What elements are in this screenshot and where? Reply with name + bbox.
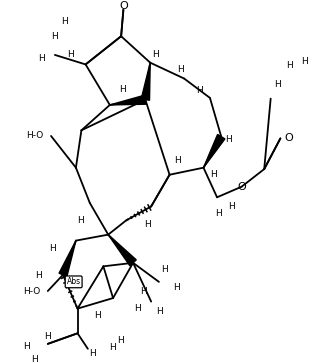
Text: H: H xyxy=(274,80,280,89)
Text: H: H xyxy=(225,135,232,144)
Text: Abs: Abs xyxy=(67,277,81,286)
Text: H-O: H-O xyxy=(23,286,40,295)
Text: H: H xyxy=(32,355,38,363)
Text: O: O xyxy=(119,1,128,11)
Text: H: H xyxy=(67,50,74,60)
Polygon shape xyxy=(108,234,136,266)
Text: H: H xyxy=(134,304,141,313)
Text: H: H xyxy=(141,286,147,295)
Text: H: H xyxy=(229,202,235,211)
Text: H: H xyxy=(52,32,58,41)
Text: H: H xyxy=(94,311,101,320)
Text: H: H xyxy=(45,332,51,341)
Text: H: H xyxy=(301,57,307,66)
Text: H: H xyxy=(38,54,45,63)
Text: H: H xyxy=(145,220,151,229)
Text: H: H xyxy=(152,50,158,60)
Text: H: H xyxy=(216,209,222,218)
Text: H: H xyxy=(177,65,183,74)
Text: H: H xyxy=(211,170,217,179)
Text: H: H xyxy=(117,336,123,345)
Text: H: H xyxy=(173,283,179,292)
Text: H: H xyxy=(286,61,292,70)
Text: H: H xyxy=(35,272,41,280)
Text: H: H xyxy=(23,342,30,351)
Text: H: H xyxy=(77,216,83,225)
Polygon shape xyxy=(59,241,76,276)
Text: H: H xyxy=(174,156,180,165)
Text: H-O: H-O xyxy=(26,131,44,140)
Text: H: H xyxy=(109,343,116,352)
Polygon shape xyxy=(110,95,146,105)
Text: O: O xyxy=(284,134,293,143)
Text: H: H xyxy=(161,265,167,274)
Text: H: H xyxy=(61,17,68,25)
Polygon shape xyxy=(141,63,150,100)
Polygon shape xyxy=(203,134,225,168)
Text: H: H xyxy=(157,307,163,315)
Text: H: H xyxy=(119,85,125,94)
Text: H: H xyxy=(196,86,203,95)
Text: O: O xyxy=(237,182,246,192)
Text: H: H xyxy=(89,349,95,358)
Text: H: H xyxy=(49,244,56,253)
